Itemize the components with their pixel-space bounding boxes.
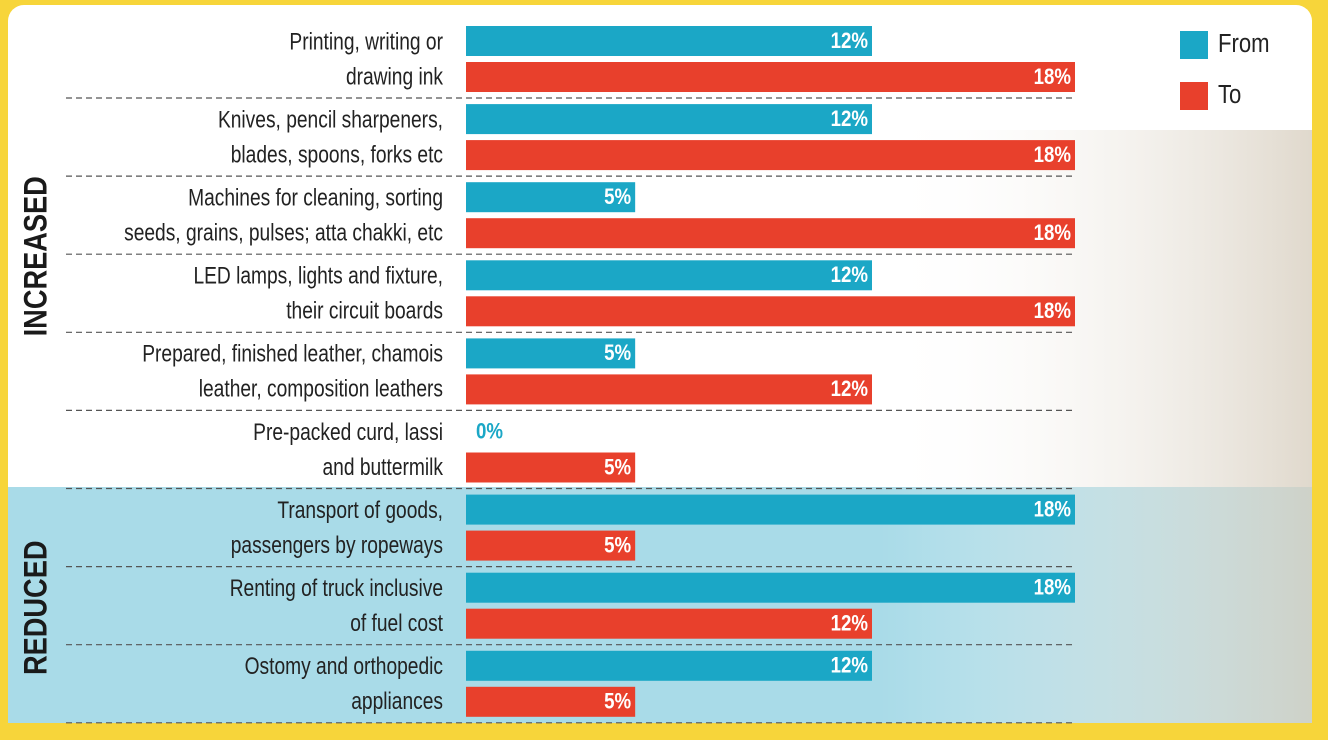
category-label: Pre-packed curd, lassi <box>253 418 443 446</box>
category-label: Prepared, finished leather, chamois <box>142 340 443 368</box>
category-label: blades, spoons, forks etc <box>231 140 443 168</box>
value-label: 12% <box>831 264 868 288</box>
value-label: 18% <box>1034 300 1071 324</box>
category-label: Ostomy and orthopedic <box>245 652 444 680</box>
legend-swatch <box>1180 31 1208 59</box>
category-label: of fuel cost <box>350 609 443 637</box>
bar <box>466 374 872 404</box>
bar <box>466 62 1075 92</box>
category-label: passengers by ropeways <box>231 531 443 559</box>
category-label: Knives, pencil sharpeners, <box>218 105 443 133</box>
value-label: 5% <box>604 456 631 480</box>
category-label: LED lamps, lights and fixture, <box>193 262 443 290</box>
value-label: 12% <box>831 29 868 53</box>
value-label: 12% <box>831 378 868 402</box>
value-label: 18% <box>1034 222 1071 246</box>
bar <box>466 104 872 134</box>
bar <box>466 218 1075 248</box>
value-label: 0% <box>476 420 503 444</box>
bar <box>466 651 872 681</box>
value-label: 18% <box>1034 498 1071 522</box>
category-label: Renting of truck inclusive <box>230 574 443 602</box>
group-label: INCREASED <box>18 176 54 336</box>
value-label: 5% <box>604 342 631 366</box>
legend-label: To <box>1218 80 1241 109</box>
category-label: appliances <box>351 687 443 715</box>
legend-swatch <box>1180 82 1208 110</box>
bar <box>466 296 1075 326</box>
category-label: seeds, grains, pulses; atta chakki, etc <box>124 218 443 246</box>
legend-label: From <box>1218 29 1270 58</box>
category-label: Machines for cleaning, sorting <box>188 183 443 211</box>
category-label: Printing, writing or <box>289 27 443 55</box>
bar <box>466 26 872 56</box>
category-label: leather, composition leathers <box>199 375 443 403</box>
category-label: and buttermilk <box>322 453 443 481</box>
page: Printing, writing or drawing ink 12% 18% Kni… <box>0 0 1328 740</box>
value-label: 12% <box>831 654 868 678</box>
chart: Printing, writing or drawing ink 12% 18% Kni… <box>0 0 1328 740</box>
value-label: 18% <box>1034 576 1071 600</box>
value-label: 18% <box>1034 144 1071 168</box>
value-label: 5% <box>604 690 631 714</box>
category-label: drawing ink <box>346 62 443 90</box>
group-label: REDUCED <box>18 541 54 675</box>
bar <box>466 260 872 290</box>
category-label: their circuit boards <box>286 297 443 325</box>
bar <box>466 609 872 639</box>
bar <box>466 495 1075 525</box>
value-label: 5% <box>604 534 631 558</box>
value-label: 5% <box>604 186 631 210</box>
value-label: 12% <box>831 612 868 636</box>
value-label: 12% <box>831 108 868 132</box>
value-label: 18% <box>1034 65 1071 89</box>
category-label: Transport of goods, <box>277 496 443 524</box>
bar <box>466 573 1075 603</box>
bar <box>466 140 1075 170</box>
